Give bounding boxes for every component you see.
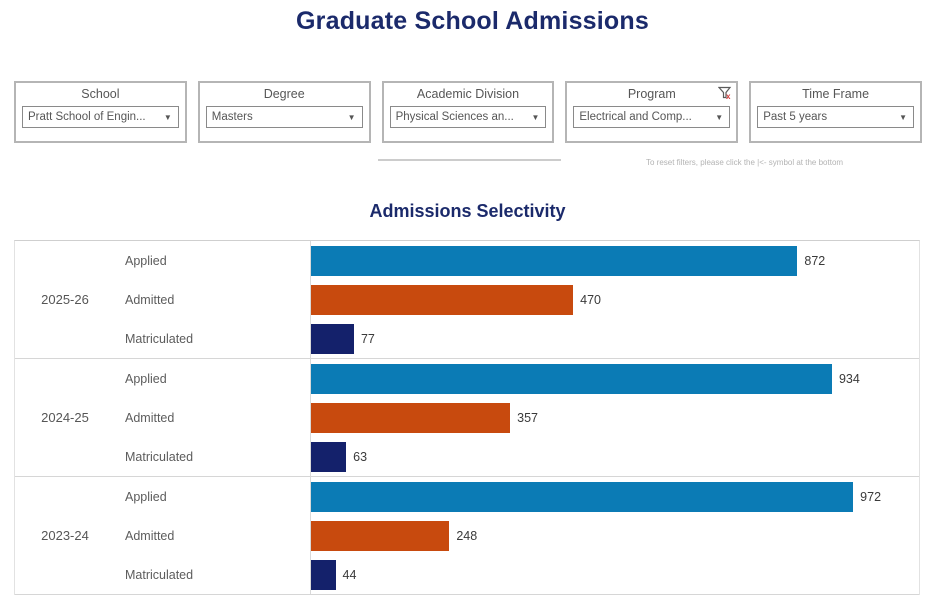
bar-row: Admitted 357	[115, 398, 919, 437]
filter-academic-division-label: Academic Division	[416, 87, 520, 101]
bar-pane: 248	[310, 516, 919, 555]
reset-filters-note: To reset filters, please click the |<- s…	[646, 158, 844, 167]
year-label: 2024-25	[41, 410, 89, 425]
bar[interactable]	[311, 245, 798, 276]
bar-value-label: 63	[353, 449, 368, 464]
bar-value-label: 357	[517, 410, 538, 425]
category-label: Applied	[125, 489, 167, 504]
school-filter-dropdown[interactable]: Pratt School of Engin... ▼	[22, 106, 179, 128]
year-group: 2023-24 Applied 972 Admitted 248 Matriculated…	[15, 477, 919, 595]
bar-pane: 63	[310, 437, 919, 476]
bar-pane: 972	[310, 477, 919, 516]
category-label: Admitted	[125, 410, 175, 425]
filter-degree: Degree Masters ▼	[197, 81, 371, 143]
year-group: 2024-25 Applied 934 Admitted 357 Matriculated…	[15, 359, 919, 477]
academic-division-filter-dropdown[interactable]: Physical Sciences an... ▼	[389, 106, 547, 128]
degree-filter-value: Masters	[211, 111, 253, 123]
bar-row: Admitted 470	[115, 280, 919, 319]
bar-value-label: 248	[456, 528, 478, 543]
filter-time-frame-label: Time Frame	[802, 87, 870, 101]
admissions-selectivity-chart: 2025-26 Applied 872 Admitted 470 Matriculated…	[14, 240, 920, 595]
category-label: Admitted	[125, 528, 175, 543]
filter-degree-label: Degree	[263, 87, 305, 101]
category-label: Applied	[125, 253, 167, 268]
category-label: Matriculated	[125, 567, 194, 582]
chevron-down-icon: ▼	[163, 112, 172, 122]
bar-pane: 44	[310, 555, 919, 594]
page-title: Graduate School Admissions	[296, 7, 649, 35]
bar-row: Applied 934	[115, 359, 919, 398]
program-filter-value: Electrical and Comp...	[579, 111, 692, 123]
svg-text:x: x	[726, 92, 731, 100]
bar-value-label: 934	[838, 371, 860, 386]
bar-pane: 77	[310, 319, 919, 358]
filter-program: Program x Electrical and Comp... ▼	[565, 81, 739, 143]
filter-clear-icon[interactable]: x	[717, 86, 732, 101]
bar-row: Matriculated 77	[115, 319, 919, 358]
bar[interactable]	[311, 284, 574, 315]
academic-division-filter-value: Physical Sciences an...	[395, 111, 514, 123]
bar-value-label: 44	[342, 567, 357, 582]
bar-pane: 357	[310, 398, 919, 437]
bar[interactable]	[311, 559, 336, 590]
time-frame-filter-dropdown[interactable]: Past 5 years ▼	[757, 106, 914, 128]
chart-title: Admissions Selectivity	[369, 201, 566, 221]
category-label: Matriculated	[125, 449, 194, 464]
bar-pane: 470	[310, 280, 919, 319]
bar-value-label: 470	[580, 292, 602, 307]
bar-row: Admitted 248	[115, 516, 919, 555]
bar-pane: 872	[310, 241, 919, 280]
filter-program-label: Program	[627, 87, 676, 101]
bar[interactable]	[311, 402, 511, 433]
filter-school-label: School	[81, 87, 120, 101]
bar[interactable]	[311, 323, 354, 354]
chevron-down-icon: ▼	[531, 112, 540, 122]
chevron-down-icon: ▼	[715, 112, 724, 122]
bar-row: Matriculated 44	[115, 555, 919, 594]
bar[interactable]	[311, 441, 347, 472]
bar-value-label: 77	[360, 331, 375, 346]
bar-value-label: 872	[804, 253, 826, 268]
divider	[378, 159, 561, 161]
filter-bar: School Pratt School of Engin... ▼ Degree…	[14, 81, 922, 143]
bar-row: Applied 872	[115, 241, 919, 280]
bar-row: Matriculated 63	[115, 437, 919, 476]
category-label: Admitted	[125, 292, 175, 307]
year-label: 2023-24	[41, 528, 89, 543]
chart-groups: 2025-26 Applied 872 Admitted 470 Matriculated…	[15, 241, 919, 595]
category-label: Matriculated	[125, 331, 194, 346]
degree-filter-dropdown[interactable]: Masters ▼	[205, 106, 363, 128]
bar-value-label: 972	[860, 489, 882, 504]
bar[interactable]	[311, 520, 450, 551]
chevron-down-icon: ▼	[899, 112, 907, 122]
program-filter-dropdown[interactable]: Electrical and Comp... ▼	[573, 106, 731, 128]
year-label: 2025-26	[41, 292, 89, 307]
filter-time-frame: Time Frame Past 5 years ▼	[749, 81, 922, 143]
time-frame-filter-value: Past 5 years	[763, 111, 828, 123]
bar[interactable]	[311, 363, 832, 394]
filter-academic-division: Academic Division Physical Sciences an..…	[381, 81, 555, 143]
school-filter-value: Pratt School of Engin...	[28, 111, 146, 123]
bar-row: Applied 972	[115, 477, 919, 516]
filter-school: School Pratt School of Engin... ▼	[14, 81, 187, 143]
bar[interactable]	[311, 481, 854, 512]
bar-pane: 934	[310, 359, 919, 398]
chevron-down-icon: ▼	[347, 112, 356, 122]
year-group: 2025-26 Applied 872 Admitted 470 Matriculated…	[15, 241, 919, 359]
category-label: Applied	[125, 371, 167, 386]
